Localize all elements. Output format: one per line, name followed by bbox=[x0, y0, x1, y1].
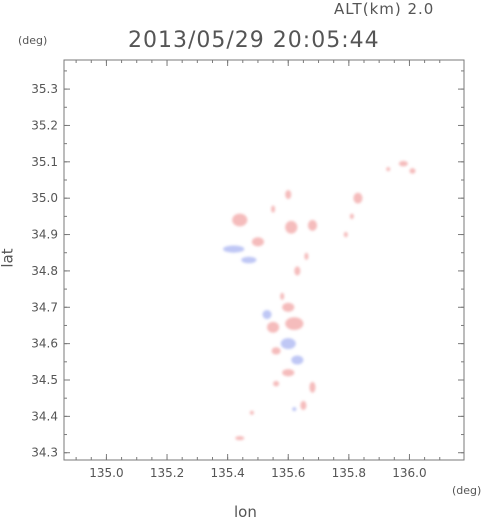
echo-region-15 bbox=[304, 252, 309, 260]
echo-region-28 bbox=[292, 407, 297, 412]
x-tick-label-1: 135.2 bbox=[150, 466, 184, 480]
x-ticks: 135.0 135.2 135.4 135.6 135.8 136.0 bbox=[75, 60, 441, 480]
y-tick-label-3: 34.6 bbox=[31, 337, 58, 351]
y-tick-label-8: 35.1 bbox=[31, 155, 58, 169]
echo-region-1 bbox=[409, 168, 416, 174]
timestamp-title: 2013/05/29 20:05:44 bbox=[128, 28, 380, 53]
x-axis-label: lon bbox=[234, 503, 257, 521]
echo-region-8 bbox=[232, 213, 248, 227]
echo-region-27 bbox=[300, 400, 307, 411]
y-tick-label-5: 34.8 bbox=[31, 264, 58, 278]
echo-region-24 bbox=[282, 369, 295, 377]
echo-region-12 bbox=[223, 245, 245, 253]
echo-region-16 bbox=[280, 292, 285, 301]
x-tick-label-2: 135.4 bbox=[210, 466, 244, 480]
x-tick-label-3: 135.6 bbox=[271, 466, 305, 480]
echo-region-5 bbox=[343, 231, 348, 238]
y-tick-label-1: 34.4 bbox=[31, 409, 58, 423]
x-tick-label-5: 136.0 bbox=[392, 466, 426, 480]
x-tick-label-0: 135.0 bbox=[89, 466, 123, 480]
y-axis-unit: (deg) bbox=[18, 34, 48, 47]
echo-region-23 bbox=[291, 355, 304, 365]
echo-region-2 bbox=[386, 167, 391, 172]
plot-frame bbox=[63, 59, 465, 461]
echo-region-30 bbox=[235, 436, 245, 441]
echo-region-4 bbox=[349, 213, 354, 220]
echo-region-7 bbox=[271, 205, 276, 213]
echo-region-14 bbox=[294, 266, 301, 276]
echo-region-6 bbox=[285, 190, 292, 200]
echo-layer bbox=[223, 160, 416, 441]
y-tick-label-4: 34.7 bbox=[31, 300, 58, 314]
echo-region-17 bbox=[282, 302, 295, 312]
y-tick-label-7: 35.0 bbox=[31, 191, 58, 205]
echo-region-19 bbox=[285, 317, 304, 330]
echo-region-0 bbox=[398, 160, 408, 167]
echo-region-13 bbox=[241, 256, 257, 264]
echo-region-20 bbox=[267, 321, 280, 333]
x-axis-unit: (deg) bbox=[452, 484, 482, 497]
echo-region-11 bbox=[251, 237, 264, 247]
y-tick-label-10: 35.3 bbox=[31, 82, 58, 96]
y-tick-label-9: 35.2 bbox=[31, 118, 58, 132]
echo-region-26 bbox=[309, 381, 316, 393]
y-tick-label-2: 34.5 bbox=[31, 373, 58, 387]
echo-region-25 bbox=[273, 380, 280, 387]
echo-region-29 bbox=[249, 410, 254, 415]
altitude-label: ALT(km) 2.0 bbox=[334, 0, 435, 18]
echo-region-10 bbox=[307, 220, 318, 231]
y-tick-label-0: 34.3 bbox=[31, 446, 58, 460]
echo-region-9 bbox=[285, 220, 298, 234]
echo-region-18 bbox=[262, 310, 272, 320]
echo-region-3 bbox=[353, 192, 363, 204]
y-tick-label-6: 34.9 bbox=[31, 228, 58, 242]
echo-region-22 bbox=[271, 347, 281, 355]
x-tick-label-4: 135.8 bbox=[332, 466, 366, 480]
echo-region-21 bbox=[280, 338, 296, 350]
y-ticks: 34.3 34.4 34.5 34.6 34.7 34.8 34.9 35.0 35.1 35.2… bbox=[31, 70, 464, 460]
